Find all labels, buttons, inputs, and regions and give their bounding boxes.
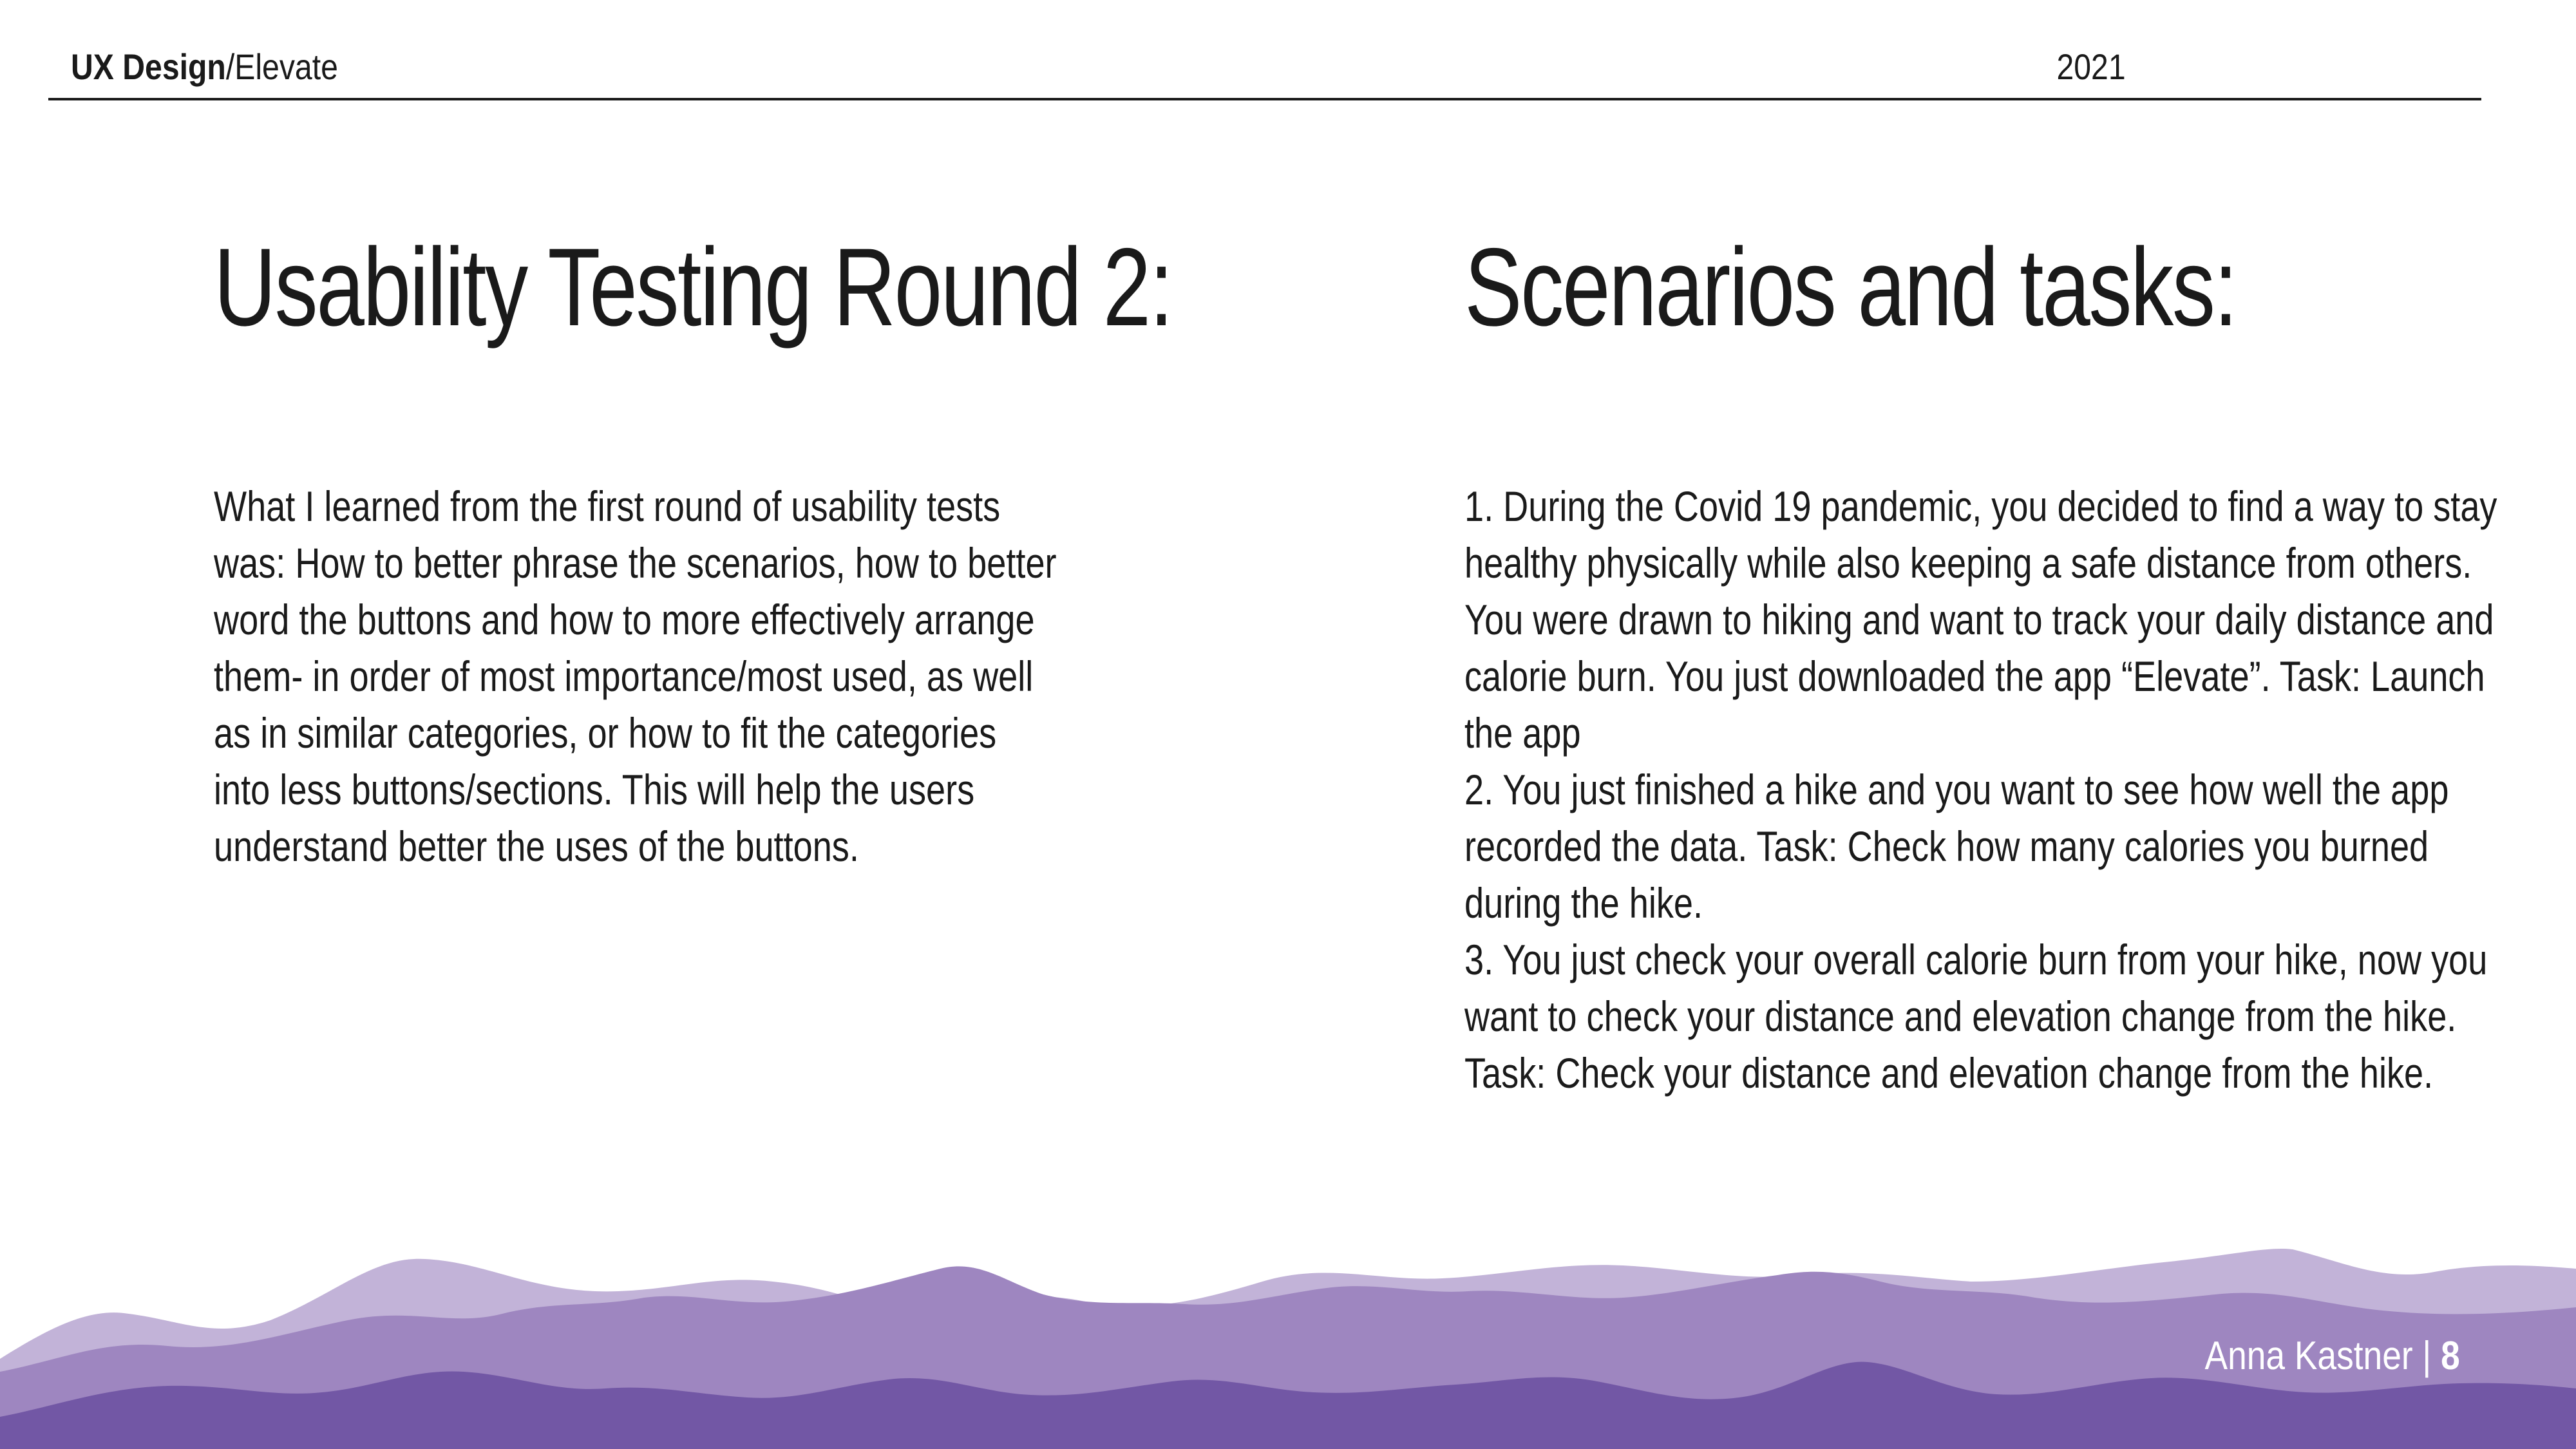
section-title-rest: /Elevate [225,46,338,87]
section-title-bold: UX Design [71,46,226,87]
mountain-layer-front [0,1361,2576,1449]
mountain-range-decoration [0,1249,2576,1449]
year-label: 2021 [2056,46,2126,87]
scenario-item-2: 2. You just finished a hike and you want… [1464,766,2449,927]
slide-footer: Anna Kastner | 8 [2205,1333,2460,1379]
slide-header: UX Design/Elevate 2021 [71,40,2126,93]
usability-testing-heading: Usability Testing Round 2: [214,225,1173,349]
scenarios-list: 1. During the Covid 19 pandemic, you dec… [1464,478,2502,1101]
section-title: UX Design/Elevate [71,46,338,88]
page-number: 8 [2441,1334,2460,1378]
footer-separator: | [2412,1334,2441,1378]
scenarios-heading: Scenarios and tasks: [1464,225,2238,349]
scenario-item-1: 1. During the Covid 19 pandemic, you dec… [1464,482,2497,757]
scenario-item-3: 3. You just check your overall calorie b… [1464,936,2488,1097]
lessons-learned-paragraph: What I learned from the first round of u… [214,482,1057,870]
author-name: Anna Kastner [2204,1334,2413,1378]
header-divider [48,98,2481,100]
